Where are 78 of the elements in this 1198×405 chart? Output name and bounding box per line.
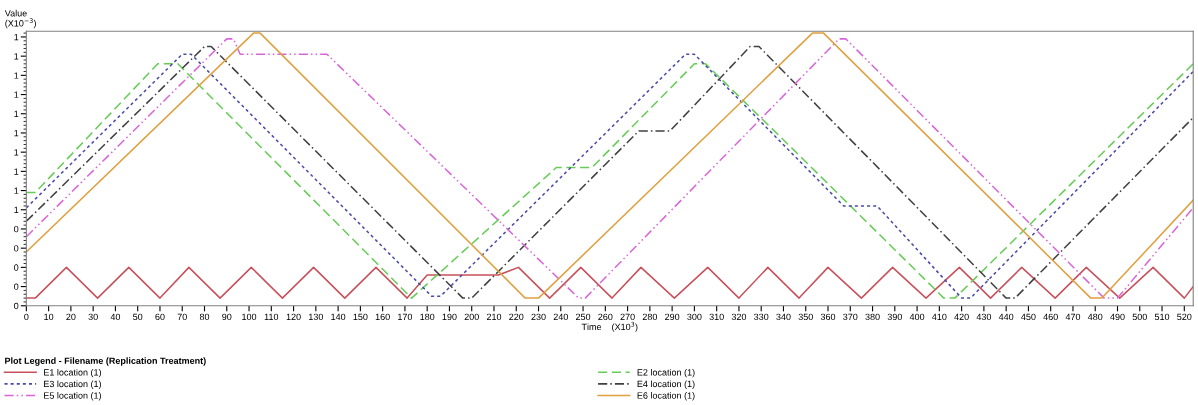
y-tick-label: 1: [14, 110, 19, 118]
x-tick-label: 170: [398, 313, 413, 321]
y-tick-label: 1: [14, 91, 19, 98]
x-tick-label: 190: [442, 313, 457, 321]
x-tick-label: 320: [731, 313, 747, 321]
legend-title: Plot Legend - Filename (Replication Treatment): [5, 357, 206, 366]
x-tick-label: 140: [331, 313, 346, 321]
x-tick-label: 30: [88, 313, 98, 321]
x-tick-label: 480: [1087, 313, 1103, 321]
x-tick-label: 240: [553, 313, 568, 321]
x-tick-label: 430: [976, 313, 992, 321]
x-tick-label: 440: [998, 313, 1014, 321]
x-tick-label: 60: [155, 313, 165, 321]
y-tick-label: 1: [14, 34, 19, 41]
x-tick-label: 310: [709, 313, 724, 321]
x-tick-label: 70: [177, 313, 187, 321]
x-tick-label: 120: [286, 313, 301, 321]
x-tick-label: 160: [375, 313, 390, 321]
x-tick-label: 420: [954, 313, 969, 321]
y-tick-label: 1: [14, 149, 19, 156]
y-tick-label: 1: [14, 130, 19, 137]
y-tick-label: 1: [14, 168, 19, 175]
x-tick-label: 90: [222, 313, 232, 321]
x-tick-label: 300: [687, 313, 702, 321]
y-tick-label: 0: [14, 245, 19, 252]
x-tick-label: 510: [1154, 313, 1170, 321]
y-axis-title: Value (X10$^{−3}$): [4, 9, 36, 29]
x-tick-label: 390: [887, 313, 902, 321]
legend-label: E5 location (1): [44, 392, 101, 401]
x-tick-label: 330: [754, 313, 769, 321]
legend-label: E2 location (1): [637, 368, 695, 378]
x-tick-label: 490: [1110, 313, 1125, 321]
legend-label: E1 location (1): [44, 368, 101, 378]
x-tick-label: 410: [932, 313, 947, 321]
x-tick-label: 260: [598, 313, 613, 321]
y-tick-label: 1: [14, 206, 19, 214]
x-tick-label: 20: [66, 313, 76, 321]
x-tick-label: 110: [264, 313, 279, 321]
x-tick-label: 450: [1021, 313, 1036, 321]
x-tick-label: 400: [909, 313, 925, 321]
x-tick-label: 250: [575, 313, 591, 321]
x-tick-label: 100: [242, 313, 257, 321]
x-tick-label: 500: [1132, 313, 1147, 321]
y-tick-label: 1: [14, 53, 19, 60]
x-tick-label: 10: [44, 313, 54, 321]
x-tick-label: 340: [776, 313, 791, 321]
legend-label: E6 location (1): [637, 392, 695, 401]
x-tick-label: 230: [531, 313, 546, 321]
y-tick-label: 1: [14, 187, 19, 194]
y-tick-label: 0: [14, 283, 19, 290]
x-tick-label: 350: [798, 313, 813, 321]
x-tick-label: 150: [353, 313, 368, 321]
x-tick-label: 470: [1065, 313, 1081, 321]
x-tick-label: 180: [420, 313, 435, 321]
x-tick-label: 0: [24, 313, 29, 321]
line-series: [26, 266, 1194, 299]
legend-label: E3 location (1): [44, 380, 101, 389]
x-tick-label: 40: [110, 313, 121, 321]
x-tick-label: 200: [464, 313, 479, 321]
x-tick-label: 50: [133, 313, 143, 321]
y-tick-label: 1: [14, 72, 19, 79]
legend-label: E4 location (1): [637, 380, 695, 389]
x-tick-label: 380: [865, 313, 880, 321]
y-tick-label: 0: [14, 225, 19, 233]
x-tick-label: 360: [820, 313, 836, 321]
x-tick-label: 80: [199, 313, 210, 321]
x-tick-label: 520: [1177, 313, 1192, 321]
x-axis-title: Time (X10$^{3}$): [581, 321, 638, 332]
x-tick-label: 290: [665, 313, 680, 321]
x-tick-label: 210: [486, 313, 502, 321]
y-tick-label: 0: [14, 302, 19, 310]
x-tick-label: 220: [509, 313, 524, 321]
y-tick-label: 0: [14, 264, 19, 271]
x-tick-label: 270: [620, 313, 635, 321]
x-tick-label: 130: [309, 313, 324, 321]
x-tick-label: 460: [1043, 313, 1058, 321]
x-tick-label: 370: [843, 313, 858, 321]
x-tick-label: 280: [642, 313, 658, 321]
